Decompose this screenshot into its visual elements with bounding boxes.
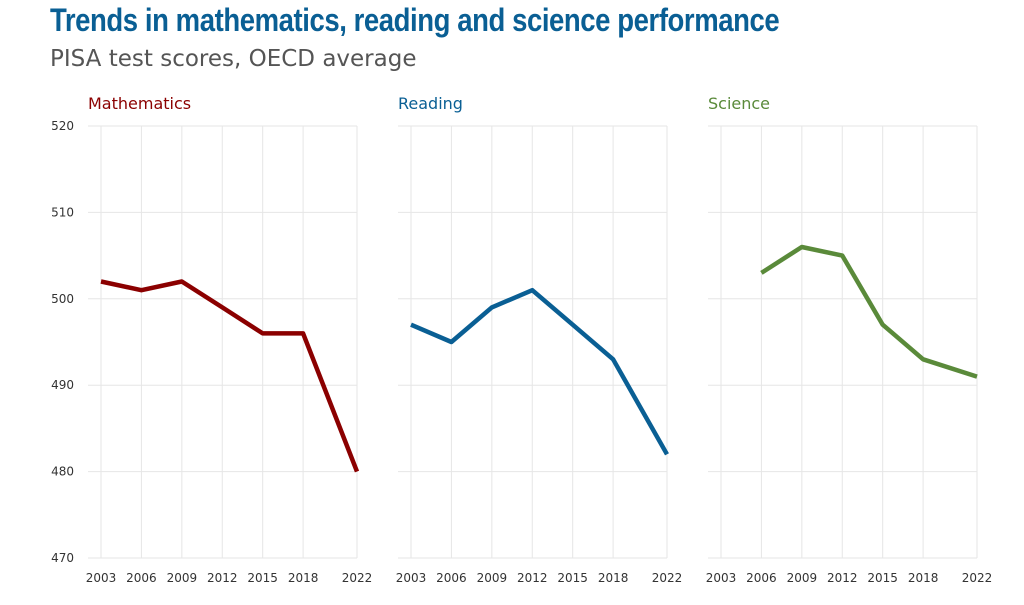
panel-mathematics: 2003 2006 2009 2012 2015 2018 2022 Mathematics — [86, 94, 373, 585]
x-tick-label: 2015 — [247, 571, 278, 585]
x-tick-label: 2009 — [787, 571, 818, 585]
x-tick-label: 2009 — [167, 571, 198, 585]
series-line-mathematics — [100, 279, 360, 473]
y-tick-label: 510 — [51, 205, 74, 219]
x-tick-label: 2003 — [706, 571, 737, 585]
x-tick-label: 2022 — [652, 571, 683, 585]
y-tick-label: 520 — [51, 119, 74, 133]
x-tick-label: 2012 — [517, 571, 548, 585]
x-tick-label: 2022 — [342, 571, 373, 585]
series-line-reading — [410, 287, 669, 456]
x-tick-label: 2018 — [598, 571, 629, 585]
x-tick-label: 2003 — [396, 571, 427, 585]
y-tick-label: 490 — [51, 378, 74, 392]
series-line-science — [760, 244, 978, 379]
x-tick-label: 2009 — [477, 571, 508, 585]
y-tick-label: 470 — [51, 551, 74, 565]
x-tick-label: 2015 — [557, 571, 588, 585]
x-tick-label: 2015 — [867, 571, 898, 585]
x-tick-label: 2012 — [827, 571, 858, 585]
chart-subtitle: PISA test scores, OECD average — [50, 46, 417, 72]
x-tick-label: 2018 — [908, 571, 939, 585]
y-tick-label: 500 — [51, 292, 74, 306]
x-tick-label: 2012 — [207, 571, 238, 585]
panel-title: Reading — [398, 94, 463, 113]
panel-title: Mathematics — [88, 94, 191, 113]
panel-reading: 2003 2006 2009 2012 2015 2018 2022 Reading — [396, 94, 683, 585]
x-tick-label: 2006 — [436, 571, 467, 585]
x-tick-label: 2018 — [288, 571, 319, 585]
x-tick-label: 2022 — [962, 571, 993, 585]
x-tick-label: 2003 — [86, 571, 117, 585]
x-tick-label: 2006 — [746, 571, 777, 585]
y-tick-label: 480 — [51, 465, 74, 479]
panel-science: 2003 2006 2009 2012 2015 2018 2022 Science — [706, 94, 993, 585]
chart-title: Trends in mathematics, reading and scien… — [50, 2, 780, 38]
panel-title: Science — [708, 94, 770, 113]
x-tick-label: 2006 — [126, 571, 157, 585]
